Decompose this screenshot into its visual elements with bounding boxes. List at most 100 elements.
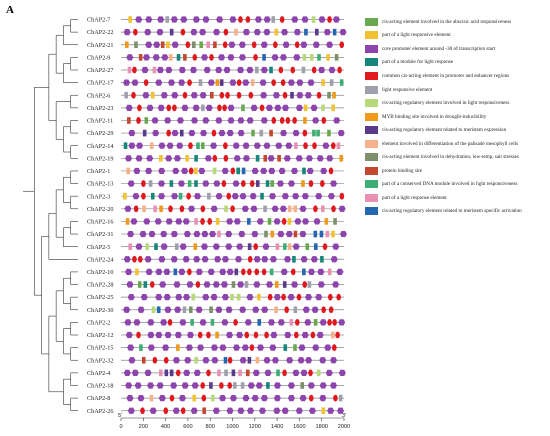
element-mark xyxy=(314,28,319,36)
legend-item: cis-acting regulatory element involved i… xyxy=(365,96,548,110)
element-mark xyxy=(233,318,238,326)
element-mark xyxy=(160,243,168,250)
element-mark xyxy=(274,306,278,314)
element-mark xyxy=(127,66,132,74)
element-mark xyxy=(304,92,312,99)
element-mark xyxy=(206,331,211,339)
element-mark xyxy=(223,356,228,364)
element-mark xyxy=(170,256,178,263)
element-mark xyxy=(169,28,174,36)
element-mark xyxy=(195,268,203,275)
element-mark xyxy=(266,281,274,288)
element-mark xyxy=(305,294,313,301)
element-mark xyxy=(330,142,336,150)
element-mark xyxy=(144,117,149,124)
element-mark xyxy=(140,407,145,415)
element-mark xyxy=(145,41,153,48)
element-mark xyxy=(189,66,197,74)
element-mark xyxy=(269,129,273,137)
element-mark xyxy=(286,357,294,364)
element-mark xyxy=(135,16,143,23)
element-mark xyxy=(215,193,223,200)
gene-label: ChAP2-15 xyxy=(87,345,113,352)
legend-swatch xyxy=(365,166,378,175)
gene-label: ChAP2-22 xyxy=(87,29,113,36)
element-mark xyxy=(338,319,346,326)
element-mark xyxy=(339,29,347,36)
element-mark xyxy=(143,79,149,86)
element-mark xyxy=(308,394,314,402)
element-mark xyxy=(320,180,325,187)
element-mark xyxy=(126,167,130,175)
element-mark xyxy=(273,395,281,402)
element-mark xyxy=(136,142,144,149)
element-mark xyxy=(247,218,251,225)
gene-label: ChAP2-26 xyxy=(87,408,113,415)
x-tick-label: 800 xyxy=(206,424,215,430)
element-mark xyxy=(195,281,201,288)
element-mark xyxy=(246,66,254,74)
element-mark xyxy=(192,53,198,61)
element-mark xyxy=(242,155,250,162)
legend-label: cis-acting regulatory element related to… xyxy=(382,127,507,134)
element-mark xyxy=(244,281,249,288)
element-mark xyxy=(287,205,292,213)
element-mark xyxy=(290,268,296,276)
element-mark xyxy=(183,369,191,376)
legend-label: part of a conserved DNA module involved … xyxy=(382,181,518,188)
element-mark xyxy=(283,155,291,162)
legend: cis-acting element involved in the absci… xyxy=(365,15,548,218)
element-mark xyxy=(271,16,276,23)
element-mark xyxy=(271,54,279,61)
element-mark xyxy=(164,117,172,124)
element-mark xyxy=(169,180,174,187)
element-mark xyxy=(167,318,173,326)
element-mark xyxy=(246,117,254,124)
element-mark xyxy=(269,268,274,276)
element-mark xyxy=(307,382,315,389)
element-mark xyxy=(175,218,183,225)
gene-label: ChAP2-2 xyxy=(87,319,110,326)
element-mark xyxy=(187,79,192,86)
element-mark xyxy=(337,129,345,137)
element-mark xyxy=(308,407,316,414)
element-mark xyxy=(219,79,224,86)
element-mark xyxy=(296,92,304,99)
element-mark xyxy=(124,319,132,326)
element-mark xyxy=(274,104,282,111)
element-mark xyxy=(162,344,170,351)
element-mark xyxy=(236,79,242,86)
element-mark xyxy=(263,357,271,364)
element-mark xyxy=(166,142,174,149)
element-mark xyxy=(289,319,294,326)
element-mark xyxy=(336,268,344,275)
element-mark xyxy=(250,205,258,212)
element-mark xyxy=(139,230,147,238)
element-mark xyxy=(259,129,264,137)
element-mark xyxy=(159,205,163,213)
element-mark xyxy=(193,256,201,263)
element-mark xyxy=(227,54,235,61)
element-mark xyxy=(204,155,212,162)
element-mark xyxy=(339,230,347,238)
element-mark xyxy=(273,41,278,49)
element-mark xyxy=(170,382,178,389)
element-mark xyxy=(140,294,148,301)
element-mark xyxy=(245,16,251,23)
element-mark xyxy=(310,104,318,111)
element-mark xyxy=(143,281,148,288)
element-mark xyxy=(143,218,151,225)
element-mark xyxy=(209,230,217,238)
element-mark xyxy=(269,344,277,351)
element-mark xyxy=(158,180,166,187)
element-mark xyxy=(194,218,198,225)
element-mark xyxy=(293,205,298,213)
element-mark xyxy=(201,54,209,61)
element-mark xyxy=(127,294,135,301)
element-mark xyxy=(206,41,210,49)
element-mark xyxy=(255,356,260,364)
element-mark xyxy=(268,167,276,175)
element-mark xyxy=(310,256,318,263)
element-mark xyxy=(233,218,241,225)
element-mark xyxy=(153,205,157,213)
